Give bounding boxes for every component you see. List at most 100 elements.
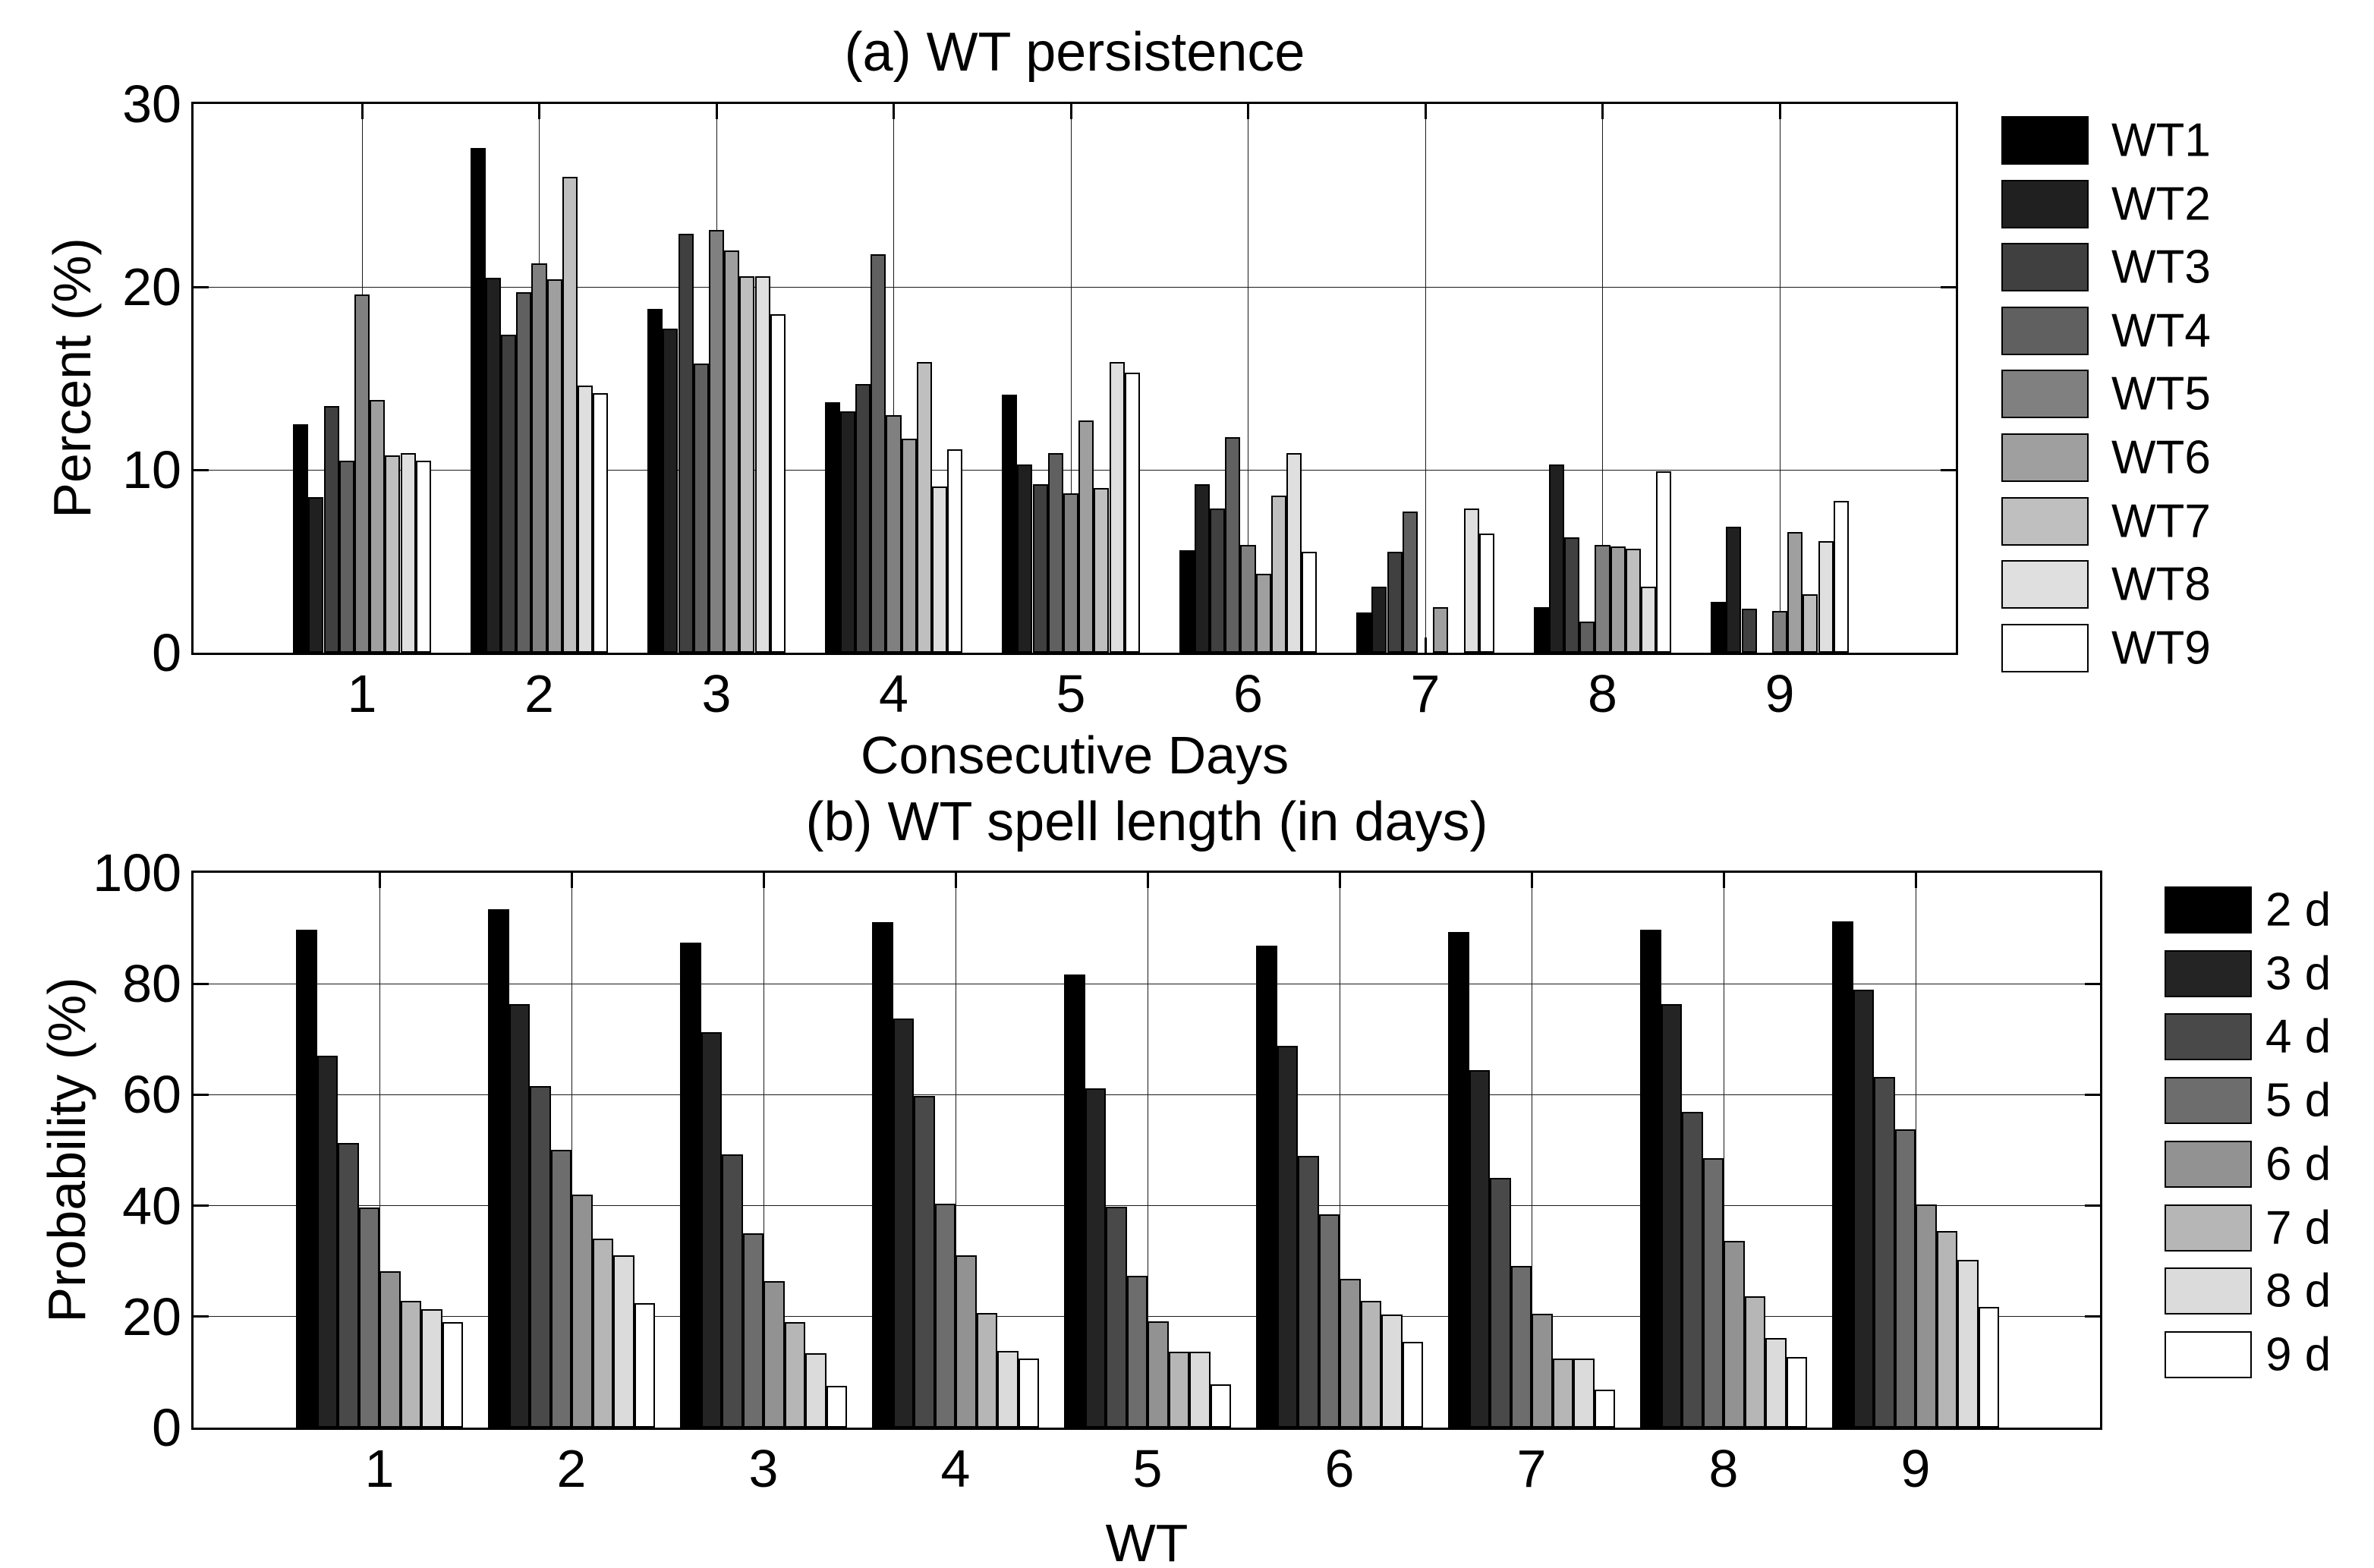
bar-5d-cat1	[358, 1207, 379, 1428]
x-gridline	[1425, 104, 1426, 653]
bar-WT9-cat1	[415, 460, 431, 653]
bar-WT2-cat7	[1371, 587, 1387, 653]
bar-3d-cat4	[893, 1018, 914, 1428]
bar-6d-cat9	[1916, 1204, 1937, 1428]
plot-frame-top	[191, 871, 2102, 873]
x-tick-label: 5	[1132, 1439, 1163, 1498]
bar-2d-cat6	[1256, 946, 1277, 1428]
bar-5d-cat4	[934, 1203, 956, 1428]
bar-WT7-cat5	[1094, 488, 1110, 653]
bar-2d-cat8	[1640, 929, 1661, 1428]
bar-WT7-cat3	[739, 276, 755, 653]
x-tick-label: 2	[556, 1439, 587, 1498]
bar-2d-cat5	[1064, 974, 1085, 1428]
bar-4d-cat2	[530, 1085, 551, 1428]
chart-a-xaxis-label: Consecutive Days	[860, 726, 1289, 785]
y-tick-label: 0	[152, 623, 181, 682]
bar-5d-cat9	[1894, 1129, 1916, 1428]
bar-9d-cat4	[1018, 1358, 1039, 1428]
plot-frame-top	[191, 102, 1958, 104]
bar-WT1-cat4	[824, 401, 840, 653]
x-tick-label: 7	[1410, 664, 1440, 723]
bar-WT1-cat8	[1533, 606, 1549, 653]
legend-swatch-9d	[2165, 1330, 2252, 1378]
x-tick-top	[361, 104, 364, 119]
legend-swatch-WT5	[2001, 370, 2089, 419]
legend-swatch-6d	[2165, 1140, 2252, 1188]
bar-8d-cat1	[421, 1309, 442, 1428]
legend-swatch-WT6	[2001, 433, 2089, 482]
plot-frame-right	[2100, 871, 2102, 1430]
bar-4d-cat1	[338, 1142, 359, 1428]
bar-WT5-cat1	[354, 294, 370, 653]
bar-WT1-cat5	[1002, 395, 1018, 653]
x-tick-top	[538, 104, 540, 119]
bar-4d-cat8	[1682, 1112, 1703, 1428]
bar-5d-cat5	[1126, 1276, 1148, 1428]
bar-7d-cat6	[1360, 1300, 1381, 1428]
legend-label-9d: 9 d	[2265, 1328, 2331, 1381]
bar-8d-cat6	[1381, 1314, 1403, 1428]
bar-WT3-cat8	[1564, 537, 1580, 653]
bar-WT9-cat7	[1478, 534, 1494, 653]
x-tick-top	[378, 873, 381, 888]
plot-frame-left	[191, 871, 194, 1430]
x-tick-top	[715, 104, 718, 119]
x-tick-top	[1778, 104, 1781, 119]
bar-WT8-cat9	[1818, 540, 1834, 653]
legend-label-2d: 2 d	[2265, 883, 2331, 937]
bar-3d-cat7	[1469, 1070, 1490, 1428]
x-tick-top	[954, 873, 957, 888]
legend-swatch-WT8	[2001, 560, 2089, 609]
bar-6d-cat5	[1148, 1321, 1169, 1428]
y-tick-right	[2085, 1204, 2100, 1207]
bar-8d-cat3	[805, 1353, 826, 1428]
legend-swatch-3d	[2165, 949, 2252, 997]
x-tick-top	[570, 873, 573, 888]
x-tick-top	[893, 104, 895, 119]
bar-WT8-cat7	[1463, 508, 1479, 653]
bar-WT5-cat4	[886, 414, 902, 653]
bar-WT6-cat4	[901, 439, 917, 653]
bar-WT9-cat9	[1833, 500, 1849, 653]
legend-label-WT8: WT8	[2111, 558, 2211, 611]
bar-6d-cat4	[956, 1255, 977, 1428]
bar-WT3-cat2	[501, 334, 517, 653]
x-tick-bottom	[1424, 638, 1427, 653]
bar-WT3-cat1	[323, 405, 339, 653]
x-tick-label: 1	[364, 1439, 395, 1498]
bar-WT3-cat6	[1210, 508, 1226, 653]
bar-3d-cat8	[1661, 1003, 1682, 1428]
bar-WT6-cat7	[1433, 606, 1449, 653]
bar-WT1-cat9	[1711, 601, 1727, 653]
bar-WT1-cat2	[470, 147, 486, 653]
bar-WT8-cat2	[578, 386, 594, 653]
x-tick-label: 9	[1900, 1439, 1931, 1498]
bar-9d-cat1	[442, 1322, 463, 1428]
bar-WT9-cat6	[1302, 552, 1318, 653]
bar-WT4-cat4	[871, 253, 886, 653]
x-tick-label: 1	[347, 664, 377, 723]
y-tick-left	[194, 982, 209, 985]
x-tick-label: 9	[1765, 664, 1795, 723]
plot-frame-bottom	[191, 1428, 2102, 1430]
bar-WT6-cat2	[546, 279, 562, 653]
bar-3d-cat6	[1277, 1046, 1298, 1428]
bar-5d-cat2	[550, 1149, 571, 1428]
bar-6d-cat7	[1532, 1314, 1553, 1428]
bar-WT8-cat6	[1286, 453, 1302, 653]
bar-2d-cat3	[680, 943, 701, 1428]
bar-2d-cat1	[296, 929, 317, 1428]
bar-5d-cat6	[1318, 1214, 1340, 1428]
bar-WT6-cat1	[370, 400, 386, 653]
x-tick-top	[1338, 873, 1341, 888]
bar-WT5-cat9	[1771, 610, 1788, 653]
bar-WT8-cat3	[754, 276, 770, 653]
bar-WT7-cat9	[1803, 594, 1818, 653]
x-tick-top	[762, 873, 765, 888]
bar-5d-cat7	[1510, 1265, 1532, 1428]
bar-4d-cat9	[1874, 1077, 1895, 1428]
legend-label-WT5: WT5	[2111, 367, 2211, 420]
bar-9d-cat2	[634, 1303, 655, 1428]
bar-9d-cat5	[1210, 1384, 1231, 1428]
